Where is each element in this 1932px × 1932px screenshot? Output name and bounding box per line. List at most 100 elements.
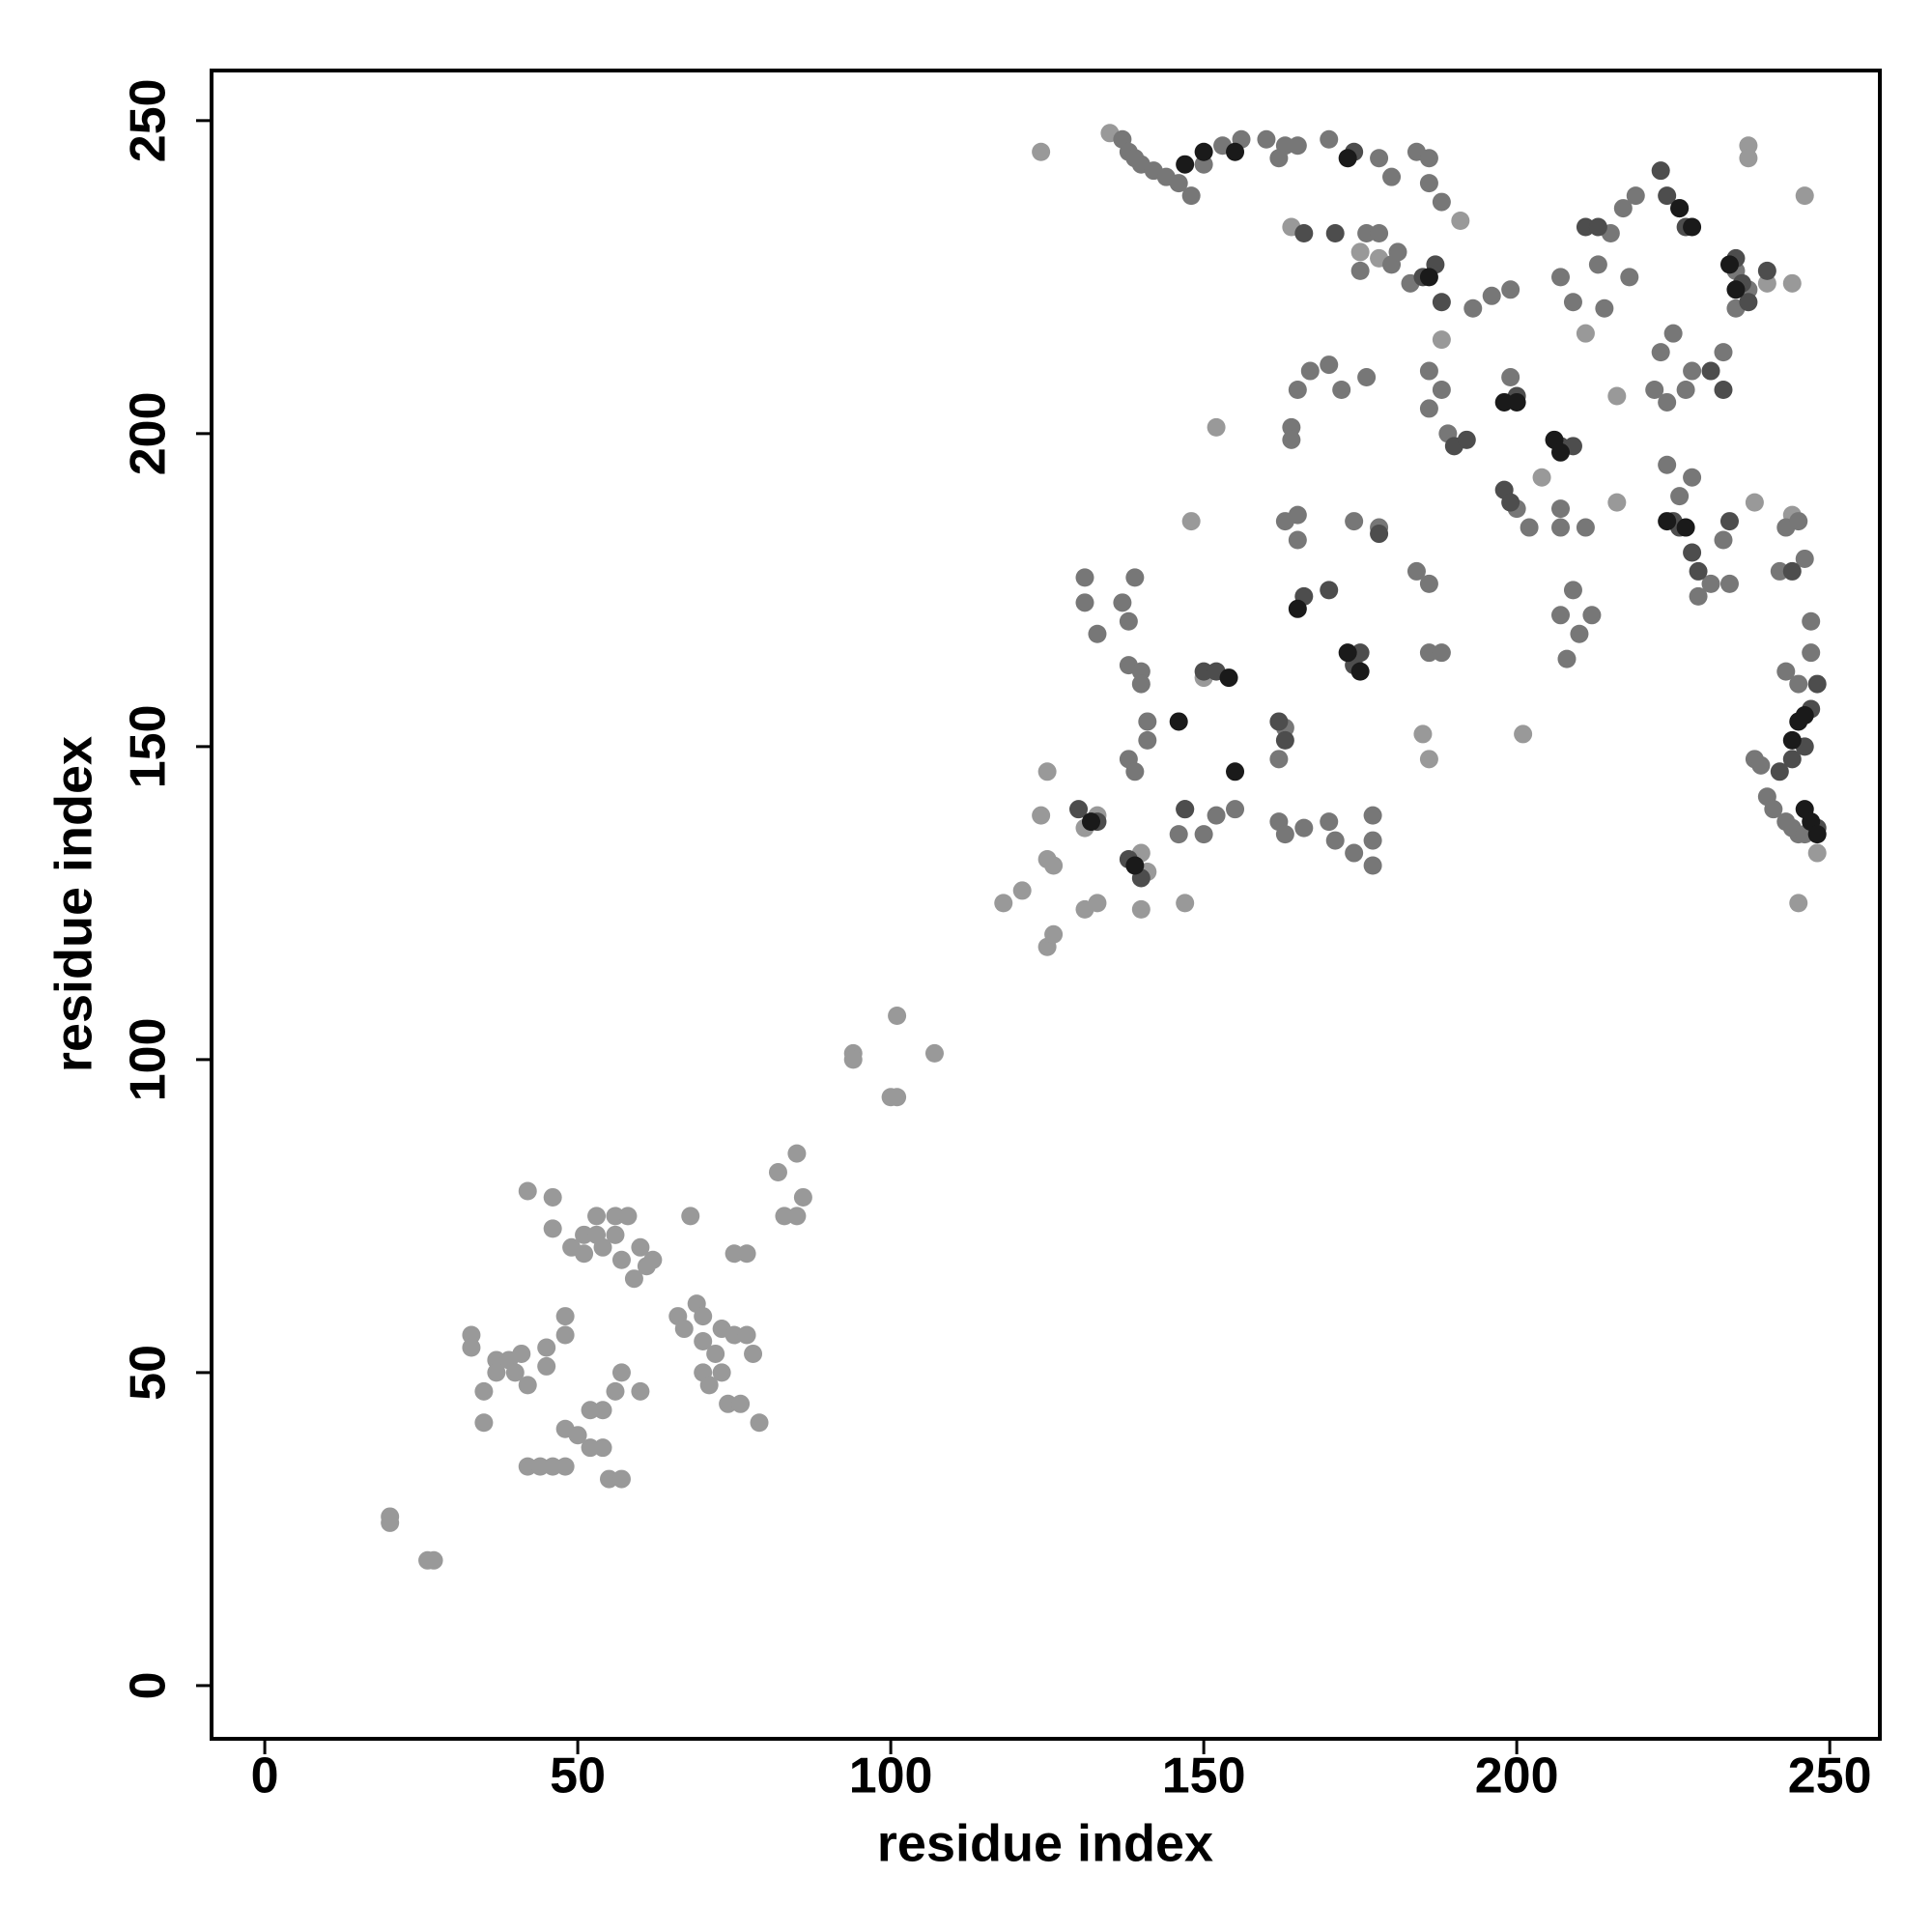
point — [1807, 825, 1827, 844]
point — [1570, 624, 1589, 643]
point — [1269, 750, 1289, 769]
point — [631, 1237, 650, 1257]
point — [611, 1363, 631, 1382]
point — [744, 1344, 763, 1363]
point — [1088, 894, 1107, 913]
point — [1288, 136, 1307, 156]
point — [1714, 380, 1733, 399]
point — [1069, 800, 1089, 819]
point — [1557, 649, 1577, 668]
point — [787, 1207, 807, 1226]
point — [593, 1237, 612, 1257]
point — [1300, 361, 1320, 381]
point — [1176, 800, 1195, 819]
point — [1588, 255, 1607, 274]
point — [1032, 142, 1051, 161]
point — [1125, 762, 1145, 781]
point — [706, 1344, 725, 1363]
point — [1658, 455, 1677, 474]
point — [1226, 762, 1245, 781]
point — [1320, 129, 1339, 149]
point — [1257, 129, 1276, 149]
point — [1032, 806, 1051, 825]
point — [1176, 894, 1195, 913]
point — [593, 1438, 612, 1458]
point — [1320, 812, 1339, 832]
point — [1683, 361, 1702, 381]
point — [1419, 268, 1438, 287]
point — [1576, 518, 1595, 537]
point — [1406, 561, 1426, 581]
point — [888, 1088, 907, 1107]
point — [1563, 293, 1582, 312]
point — [1432, 330, 1451, 350]
point — [1350, 261, 1370, 280]
x-tick-label: 250 — [1788, 1748, 1872, 1804]
point — [1582, 606, 1602, 625]
point — [1563, 581, 1582, 600]
point — [1275, 512, 1294, 531]
point — [1789, 512, 1808, 531]
point — [1520, 518, 1539, 537]
point — [1345, 512, 1364, 531]
point — [1670, 487, 1690, 506]
point — [1719, 574, 1739, 593]
point — [1770, 762, 1789, 781]
x-axis-title: residue index — [877, 1814, 1213, 1872]
point — [1275, 825, 1294, 844]
point — [1119, 611, 1138, 631]
point — [1325, 831, 1345, 850]
y-tick-label: 250 — [121, 78, 177, 162]
point — [1081, 812, 1100, 832]
point — [593, 1401, 612, 1420]
point — [1789, 894, 1808, 913]
point — [1683, 217, 1702, 237]
point — [1795, 705, 1814, 724]
point — [1432, 643, 1451, 663]
point — [1088, 624, 1107, 643]
point — [737, 1244, 756, 1264]
point — [1194, 142, 1213, 161]
point — [1194, 825, 1213, 844]
point — [1551, 442, 1571, 462]
point — [924, 1043, 944, 1063]
point — [1181, 186, 1201, 206]
point — [643, 1250, 663, 1269]
point — [611, 1469, 631, 1489]
point — [1551, 499, 1571, 519]
point — [1269, 712, 1289, 731]
x-tick-label: 150 — [1162, 1748, 1246, 1804]
x-tick-label: 0 — [251, 1748, 279, 1804]
point — [424, 1550, 443, 1570]
point — [1451, 212, 1470, 231]
point — [1663, 324, 1683, 343]
point — [1350, 242, 1370, 262]
y-tick-label: 100 — [121, 1018, 177, 1102]
point — [1275, 730, 1294, 750]
point — [1782, 750, 1802, 769]
point — [1795, 186, 1814, 206]
point — [1595, 298, 1614, 318]
point — [1588, 217, 1607, 237]
x-tick-label: 100 — [849, 1748, 933, 1804]
point — [1651, 161, 1670, 181]
point — [1714, 343, 1733, 362]
point — [681, 1207, 700, 1226]
point — [1807, 674, 1827, 694]
point — [1658, 512, 1677, 531]
point — [1683, 543, 1702, 562]
point — [1626, 186, 1645, 206]
point — [1370, 525, 1389, 544]
point — [787, 1144, 807, 1163]
point — [1113, 593, 1132, 612]
point — [1683, 468, 1702, 487]
point — [1802, 611, 1821, 631]
point — [1370, 149, 1389, 168]
point — [474, 1413, 494, 1433]
point — [1169, 712, 1188, 731]
point — [587, 1207, 607, 1226]
point — [1658, 186, 1677, 206]
point — [1037, 762, 1057, 781]
point — [1701, 361, 1720, 381]
point — [674, 1320, 694, 1339]
